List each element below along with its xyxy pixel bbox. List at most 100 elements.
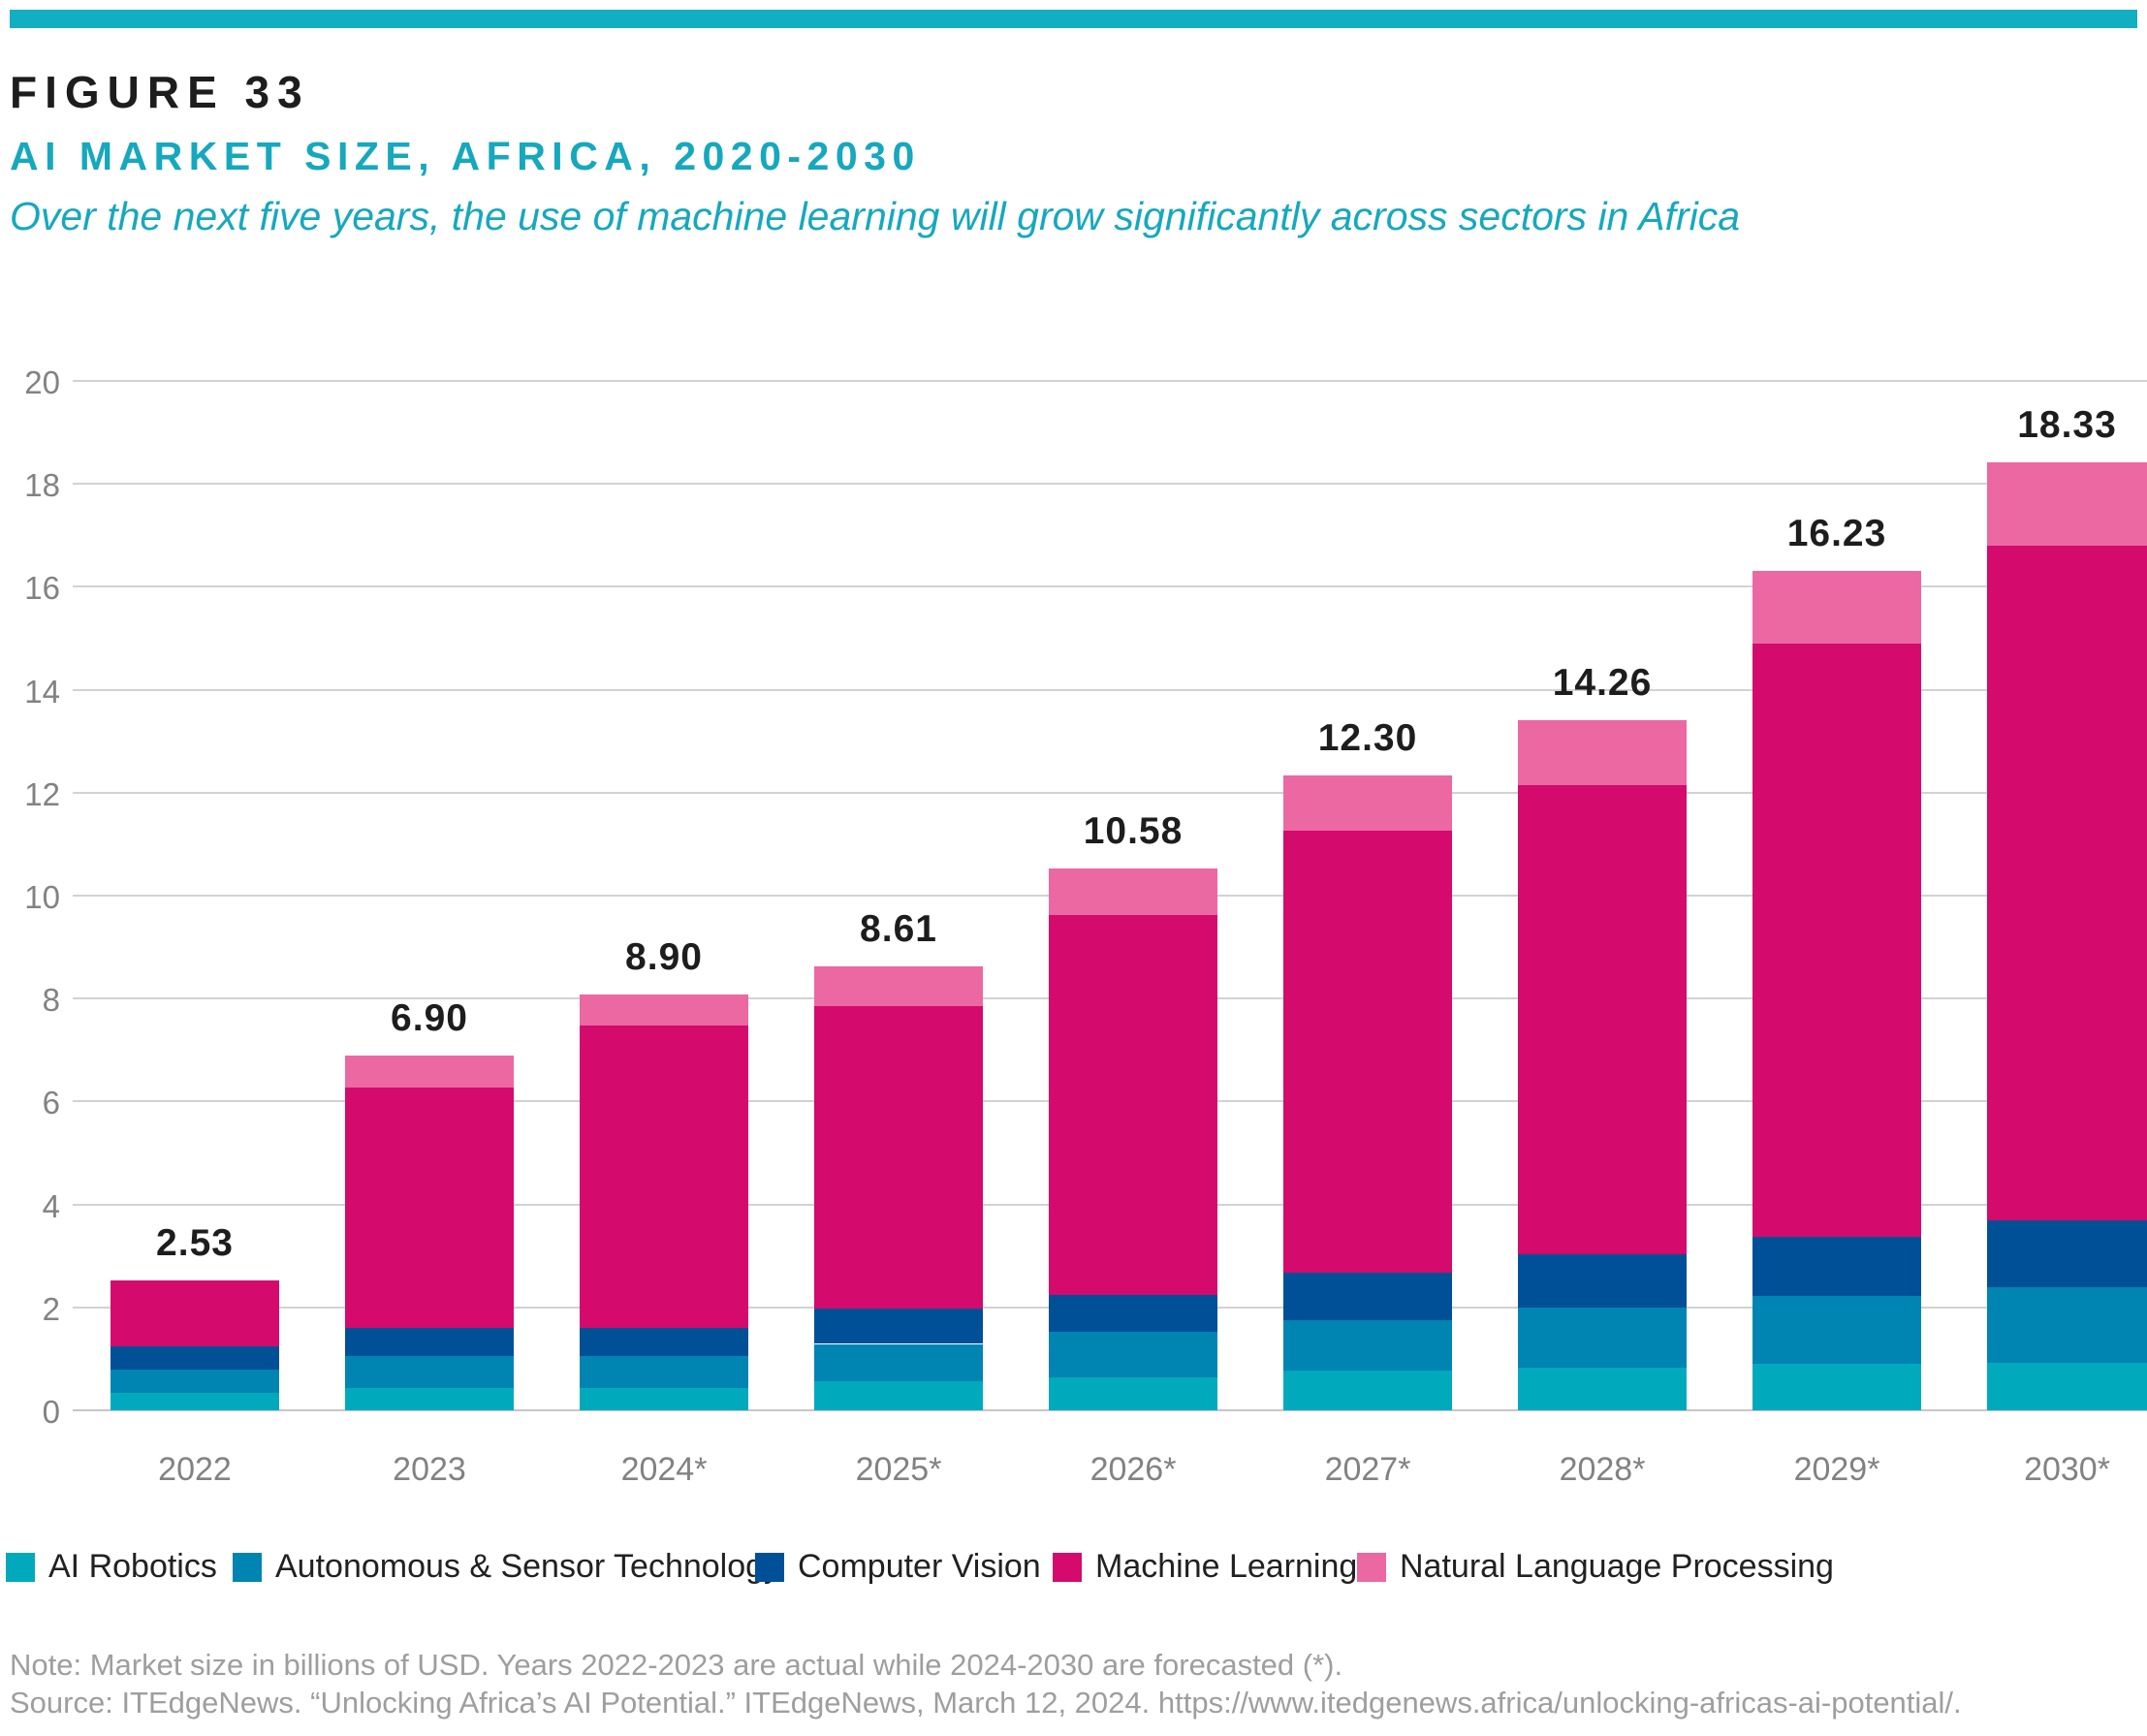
- bar-segment: [1283, 1273, 1452, 1321]
- x-axis-label: 2022: [158, 1451, 232, 1488]
- x-axis-label: 2023: [393, 1451, 466, 1488]
- legend-label: Autonomous & Sensor Technology: [275, 1548, 781, 1585]
- gridline: [73, 688, 2147, 691]
- note-text: Note: Market size in billions of USD. Ye…: [10, 1648, 1343, 1682]
- top-accent-bar: [10, 10, 2137, 28]
- bar-segment: [345, 1356, 514, 1389]
- legend-swatch: [755, 1552, 784, 1582]
- legend-swatch: [6, 1552, 35, 1582]
- bar-segment: [1752, 1236, 1921, 1296]
- legend-item: Natural Language Processing: [1357, 1548, 1834, 1586]
- bar-segment: [1283, 831, 1452, 1274]
- legend-item: Computer Vision: [755, 1548, 1041, 1586]
- legend-label: Computer Vision: [798, 1548, 1041, 1585]
- bar-segment: [1049, 1377, 1217, 1410]
- bar-segment: [1752, 570, 1921, 645]
- legend-swatch: [1357, 1552, 1386, 1582]
- y-tick-label: 8: [42, 982, 60, 1019]
- bar-segment: [580, 1328, 748, 1357]
- bar-segment: [814, 1308, 983, 1344]
- bar-segment: [111, 1345, 279, 1370]
- bar-segment: [580, 1026, 748, 1329]
- gridline: [73, 380, 2147, 382]
- bar-segment: [345, 1328, 514, 1357]
- bar-segment: [345, 1388, 514, 1410]
- chart-title: AI MARKET SIZE, AFRICA, 2020-2030: [10, 134, 921, 178]
- legend-label: Machine Learning: [1095, 1548, 1358, 1585]
- bar-segment: [1518, 1253, 1687, 1309]
- bar-segment: [1987, 1363, 2147, 1410]
- legend-item: AI Robotics: [6, 1548, 217, 1586]
- bar-segment: [580, 994, 748, 1026]
- y-tick-label: 16: [24, 570, 60, 607]
- x-axis-label: 2026*: [1089, 1451, 1177, 1488]
- legend: AI Robotics Autonomous & Sensor Technolog…: [0, 1548, 2147, 1585]
- bar-segment: [111, 1279, 279, 1346]
- bar-segment: [814, 965, 983, 1007]
- y-tick-label: 4: [42, 1187, 60, 1224]
- bar-segment: [1518, 784, 1687, 1254]
- gridline: [73, 483, 2147, 486]
- bar-segment: [1518, 719, 1687, 785]
- source-text: Source: ITEdgeNews. “Unlocking Africa’s …: [10, 1686, 1962, 1720]
- legend-item: Autonomous & Sensor Technology: [233, 1548, 780, 1586]
- y-tick-label: 12: [24, 775, 60, 812]
- bar-segment: [580, 1356, 748, 1389]
- bar-segment: [1049, 1295, 1217, 1332]
- chart-subtitle: Over the next five years, the use of mac…: [10, 194, 1741, 238]
- bar-segment: [1987, 1220, 2147, 1287]
- legend-swatch: [233, 1552, 262, 1582]
- bar-total-label: 12.30: [1317, 716, 1418, 759]
- bar-total-label: 10.58: [1083, 809, 1184, 852]
- bar-segment: [814, 1006, 983, 1309]
- bar-segment: [1049, 915, 1217, 1296]
- x-axis-line: [73, 1409, 2147, 1411]
- bar-segment: [1049, 868, 1217, 916]
- bar-total-label: 8.90: [625, 935, 703, 978]
- x-axis-label: 2030*: [2024, 1451, 2110, 1488]
- y-tick-label: 2: [42, 1290, 60, 1327]
- bar-segment: [1752, 644, 1921, 1237]
- y-tick-label: 18: [24, 467, 60, 504]
- bar-segment: [1283, 1370, 1452, 1410]
- figure-label: FIGURE 33: [10, 67, 310, 117]
- legend-swatch: [1053, 1552, 1082, 1582]
- bar-total-label: 16.23: [1786, 512, 1887, 554]
- bar-segment: [1987, 1286, 2147, 1364]
- gridline: [73, 791, 2147, 794]
- bar-segment: [814, 1380, 983, 1410]
- gridline: [73, 585, 2147, 588]
- bar-segment: [580, 1388, 748, 1410]
- y-tick-label: 10: [24, 879, 60, 915]
- bar-segment: [1752, 1363, 1921, 1410]
- x-axis-label: 2027*: [1324, 1451, 1411, 1488]
- bar-total-label: 14.26: [1552, 661, 1653, 704]
- bar-segment: [111, 1369, 279, 1393]
- bar-segment: [1987, 546, 2147, 1221]
- bar-segment: [1752, 1295, 1921, 1364]
- bar-total-label: 8.61: [860, 907, 937, 950]
- bar-total-label: 2.53: [156, 1221, 234, 1264]
- legend-label: Natural Language Processing: [1400, 1548, 1834, 1585]
- legend-item: Machine Learning: [1053, 1548, 1357, 1586]
- y-tick-label: 14: [24, 673, 60, 710]
- bar-segment: [814, 1343, 983, 1381]
- x-axis-label: 2028*: [1559, 1451, 1646, 1488]
- x-axis-label: 2029*: [1793, 1451, 1880, 1488]
- x-axis-label: 2025*: [855, 1451, 942, 1488]
- bar-segment: [1987, 462, 2147, 547]
- y-tick-label: 6: [42, 1085, 60, 1121]
- bar-total-label: 18.33: [2017, 404, 2117, 447]
- bar-segment: [1283, 1320, 1452, 1371]
- bar-segment: [345, 1088, 514, 1329]
- bar-segment: [111, 1392, 279, 1410]
- bar-segment: [1049, 1331, 1217, 1377]
- bar-segment: [345, 1055, 514, 1089]
- y-tick-label: 0: [42, 1394, 60, 1430]
- x-axis-label: 2024*: [620, 1451, 708, 1488]
- y-tick-label: 20: [24, 364, 60, 400]
- bar-segment: [1283, 774, 1452, 832]
- bar-total-label: 6.90: [391, 996, 468, 1039]
- bar-segment: [1518, 1368, 1687, 1410]
